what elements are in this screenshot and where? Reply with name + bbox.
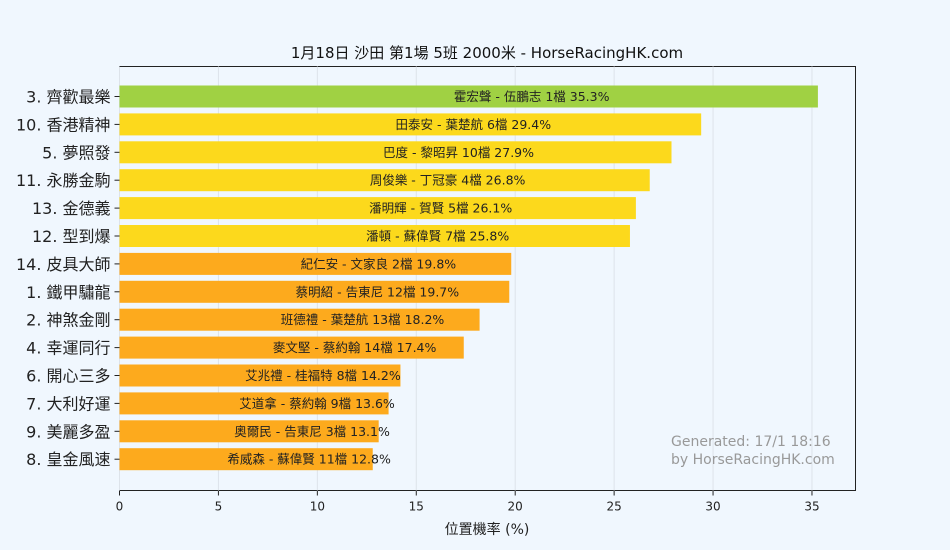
plot-area — [119, 66, 856, 491]
y-tick-label: 1. 鐵甲驌龍 — [26, 283, 110, 302]
bar-label: 潘頓 - 蘇偉賢 7檔 25.8% — [366, 229, 509, 244]
x-tick-label: 5 — [215, 500, 223, 514]
bar — [119, 336, 464, 359]
x-tick-label: 35 — [804, 500, 819, 514]
bar — [119, 225, 630, 247]
y-tick-label: 4. 幸運同行 — [26, 339, 110, 358]
bar-label: 班德禮 - 葉楚航 13檔 18.2% — [281, 312, 445, 327]
y-tick-label: 6. 開心三多 — [26, 367, 110, 386]
bar — [119, 448, 373, 471]
bar-label: 霍宏聲 - 伍鵬志 1檔 35.3% — [454, 89, 610, 104]
bar — [119, 252, 512, 275]
bar-label: 奧爾民 - 告東尼 3檔 13.1% — [234, 424, 390, 439]
y-tick-label: 3. 齊歡最樂 — [26, 88, 110, 107]
y-tick-label: 14. 皮具大師 — [16, 255, 111, 274]
bar — [119, 364, 401, 387]
bar-label: 巴度 - 黎昭昇 10檔 27.9% — [383, 145, 534, 160]
x-tick-label: 10 — [310, 500, 325, 514]
bar-label: 蔡明紹 - 告東尼 12檔 19.7% — [296, 284, 460, 299]
y-tick-label: 10. 香港精神 — [16, 115, 111, 134]
bar — [119, 113, 702, 136]
bar-label: 紀仁安 - 文家良 2檔 19.8% — [301, 256, 457, 271]
bar — [119, 308, 480, 331]
bar-label: 艾兆禮 - 桂福特 8檔 14.2% — [245, 368, 401, 383]
bar-label: 希威森 - 蘇偉賢 11檔 12.8% — [227, 452, 391, 467]
bar — [119, 197, 636, 220]
bar-label: 潘明輝 - 賀賢 5檔 26.1% — [369, 201, 512, 216]
bar — [119, 85, 818, 108]
bar — [119, 420, 379, 443]
bar-label: 周俊樂 - 丁冠豪 4檔 26.8% — [370, 173, 526, 188]
bar — [119, 169, 650, 192]
bar-label: 麥文堅 - 蔡約翰 14檔 17.4% — [273, 340, 437, 355]
y-tick-label: 9. 美麗多盈 — [26, 422, 110, 441]
bar — [119, 280, 510, 303]
y-tick-label: 13. 金德義 — [32, 199, 111, 218]
y-tick-label: 8. 皇金風速 — [26, 450, 110, 469]
x-axis-label: 位置機率 (%) — [445, 521, 530, 538]
x-tick-label: 30 — [705, 500, 720, 514]
y-tick-label: 7. 大利好運 — [26, 394, 110, 413]
bar-label: 艾道拿 - 蔡約翰 9檔 13.6% — [239, 396, 395, 411]
y-tick-label: 12. 型到爆 — [32, 227, 111, 246]
x-tick-label: 15 — [409, 500, 424, 514]
bar-label: 田泰安 - 葉楚航 6檔 29.4% — [396, 117, 552, 132]
y-tick-label: 5. 夢照發 — [42, 143, 110, 162]
y-tick-label: 11. 永勝金駒 — [16, 171, 111, 190]
x-tick-label: 25 — [606, 500, 621, 514]
bar — [119, 392, 389, 415]
annotation-generated: Generated: 17/1 18:16 — [671, 434, 831, 450]
x-tick-label: 20 — [508, 500, 523, 514]
chart-title: 1月18日 沙田 第1場 5班 2000米 - HorseRacingHK.co… — [291, 44, 683, 62]
annotation-source: by HorseRacingHK.com — [671, 452, 835, 468]
x-tick-label: 0 — [116, 500, 124, 514]
y-tick-label: 2. 神煞金剛 — [26, 311, 110, 330]
bar — [119, 141, 672, 164]
